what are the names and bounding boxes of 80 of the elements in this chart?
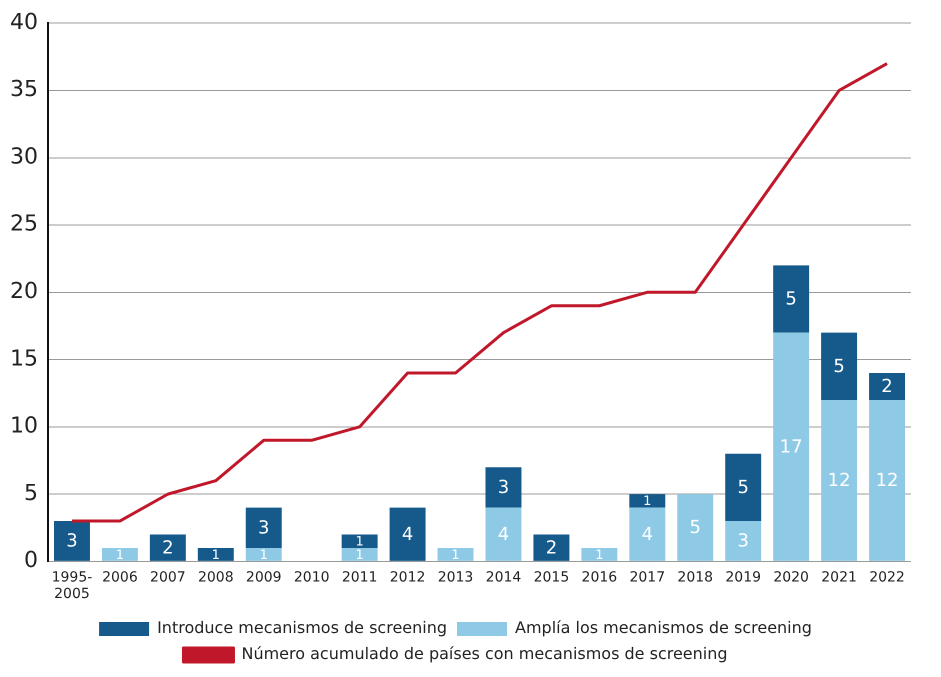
- bar: [629, 508, 666, 561]
- bar: [677, 494, 714, 561]
- bar: [246, 548, 282, 561]
- data-label: 2: [162, 537, 174, 558]
- bar: [533, 534, 570, 561]
- y-tick-label: 25: [10, 212, 38, 237]
- bar: [581, 548, 618, 561]
- y-tick-label: 20: [10, 279, 38, 304]
- data-label: 12: [876, 470, 898, 492]
- data-label: 5: [690, 517, 701, 538]
- bar: [821, 332, 858, 400]
- x-tick-label: 2021: [821, 569, 857, 586]
- data-label: 2: [881, 376, 893, 398]
- x-tick-label: 2006: [102, 569, 138, 586]
- x-tick-label: 2008: [198, 569, 234, 586]
- data-label: 1: [116, 548, 124, 563]
- y-tick-label: 15: [10, 346, 38, 372]
- x-tick-label: 2018: [677, 569, 714, 586]
- y-tick-label: 10: [10, 414, 38, 439]
- legend-label: Introduce mecanismos de screening: [157, 618, 448, 638]
- data-label: 12: [828, 470, 851, 492]
- data-label: 1: [643, 494, 652, 510]
- data-label: 17: [780, 436, 803, 458]
- bar: [102, 548, 138, 561]
- data-label: 1: [355, 548, 364, 563]
- x-tick-label: 2016: [582, 569, 618, 586]
- data-label: 3: [737, 530, 749, 552]
- legend-label: Amplía los mecanismos de screening: [515, 618, 812, 638]
- data-label: 1: [212, 548, 220, 563]
- x-tick-label: 2014: [486, 569, 522, 586]
- bar: [821, 400, 858, 561]
- data-label: 5: [833, 356, 845, 377]
- y-tick-label: 30: [10, 144, 38, 170]
- bar: [773, 332, 810, 561]
- x-tick-label: 2013: [438, 569, 474, 586]
- legend-label: Número acumulado de países con mecanismos de screening: [241, 644, 728, 664]
- bar: [485, 508, 522, 561]
- bar: [773, 265, 810, 333]
- x-tick-label: 2009: [246, 569, 282, 586]
- bar: [150, 534, 186, 561]
- x-tick-label: 2020: [773, 569, 809, 586]
- data-label: 4: [498, 524, 510, 545]
- y-tick-label: 40: [10, 10, 38, 35]
- data-label: 4: [642, 524, 654, 545]
- x-tick-label: 2017: [629, 569, 666, 586]
- data-label: 5: [737, 477, 749, 498]
- bar: [725, 454, 762, 522]
- data-label: 3: [66, 530, 78, 552]
- bar: [342, 534, 378, 548]
- x-tick-label: 1995-2005: [52, 569, 92, 602]
- bar: [725, 521, 762, 561]
- bar: [198, 548, 234, 561]
- y-tick-label: 5: [24, 480, 38, 506]
- data-label: 4: [402, 524, 414, 545]
- bar: [629, 494, 666, 508]
- data-label: 1: [355, 534, 364, 550]
- x-tick-label: 2022: [869, 569, 905, 586]
- bar: [54, 521, 90, 561]
- y-tick-label: 0: [24, 548, 38, 574]
- bar: [246, 508, 282, 548]
- y-tick-label: 35: [10, 77, 38, 102]
- bar: [438, 548, 474, 561]
- bar: [485, 467, 522, 508]
- bar: [869, 373, 906, 400]
- x-tick-label: 2011: [342, 569, 378, 586]
- bar: [390, 508, 426, 561]
- bar: [342, 548, 378, 561]
- x-tick-label: 2019: [725, 569, 762, 586]
- data-label: 1: [451, 548, 460, 563]
- data-label: 1: [260, 548, 268, 563]
- data-label: 3: [258, 517, 270, 538]
- x-tick-label: 2007: [150, 569, 186, 586]
- data-label: 1: [595, 548, 604, 563]
- data-label: 3: [498, 477, 510, 498]
- x-tick-label: 2015: [534, 569, 570, 586]
- data-label: 5: [785, 288, 797, 310]
- bar: [869, 400, 906, 561]
- x-tick-label: 2010: [294, 569, 330, 586]
- data-label: 2: [546, 537, 558, 558]
- x-tick-label: 2012: [390, 569, 426, 586]
